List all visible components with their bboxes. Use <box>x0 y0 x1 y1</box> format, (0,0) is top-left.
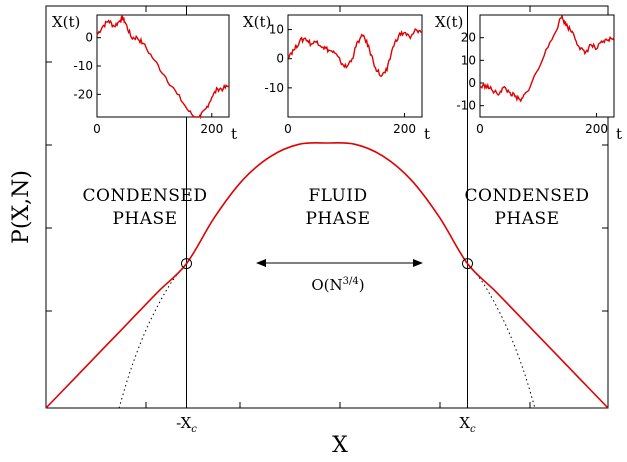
inset-left: 0 -10 -20 0 200 X(t) t <box>52 13 237 143</box>
region-left-line1: CONDENSED <box>83 186 208 206</box>
main-x-ticks <box>145 6 531 408</box>
gaussian-continuation-right <box>467 263 536 409</box>
critical-point-right <box>462 258 473 270</box>
inset-frame <box>287 14 423 118</box>
inset-y-tick-label: -10 <box>73 59 93 73</box>
inset-x-tick-label: 0 <box>93 122 101 136</box>
main-y-ticks <box>46 61 608 312</box>
inset-y-tick-label: 0 <box>85 31 93 45</box>
distribution-curve <box>45 142 609 409</box>
inset-y-label: X(t) <box>435 13 463 31</box>
inset-x-tick-label: 0 <box>284 122 292 136</box>
inset-trajectory <box>479 15 615 103</box>
inset-x-tick-label: 0 <box>476 122 484 136</box>
critical-point-left <box>181 258 192 270</box>
x-axis-label: X <box>332 433 348 458</box>
x-tick-label-neg-xc: -Xc <box>176 414 197 435</box>
inset-y-tick-label: 0 <box>468 76 476 90</box>
y-axis-label: P(X,N) <box>9 170 34 244</box>
inset-trajectory <box>96 14 230 120</box>
width-annotation: O(N3/4) <box>311 276 364 294</box>
region-middle-line2: PHASE <box>305 209 370 229</box>
inset-y-label: X(t) <box>52 13 80 31</box>
inset-y-tick-label: -10 <box>264 81 284 95</box>
inset-x-tick-label: 200 <box>585 122 608 136</box>
region-right-line1: CONDENSED <box>465 186 590 206</box>
inset-trajectory <box>287 28 423 77</box>
inset-x-label: t <box>231 125 237 143</box>
inset-x-label: t <box>616 125 622 143</box>
inset-frame <box>96 14 230 118</box>
width-arrow <box>256 259 423 267</box>
region-left-line2: PHASE <box>112 209 177 229</box>
inset-frame <box>479 14 615 118</box>
plot-frame <box>45 5 609 409</box>
inset-x-label: t <box>424 125 430 143</box>
inset-x-tick-label: 200 <box>200 122 223 136</box>
inset-y-tick-label: 0 <box>276 52 284 66</box>
inset-x-tick-label: 200 <box>393 122 416 136</box>
inset-y-tick-label: -10 <box>456 99 476 113</box>
x-tick-label-xc: Xc <box>459 414 476 435</box>
inset-y-label: X(t) <box>243 13 271 31</box>
inset-y-tick-label: 10 <box>461 53 476 67</box>
inset-y-tick-label: 10 <box>269 23 284 37</box>
inset-y-tick-label: -20 <box>73 87 93 101</box>
region-right-line2: PHASE <box>494 209 559 229</box>
region-middle-line1: FLUID <box>308 186 367 206</box>
gaussian-continuation-left <box>118 263 187 409</box>
inset-middle: 10 0 -10 0 200 X(t) t <box>243 13 430 143</box>
inset-y-tick-label: 20 <box>461 31 476 45</box>
